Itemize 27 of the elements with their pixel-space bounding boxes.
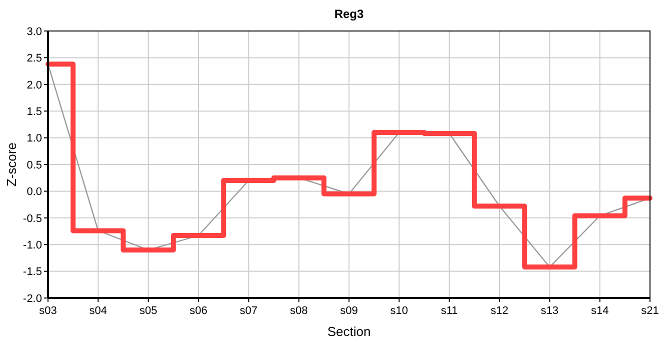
- y-axis-title: Z-score: [4, 142, 19, 187]
- x-tick-label: s04: [89, 305, 108, 317]
- x-tick-label: s05: [139, 305, 158, 317]
- y-tick-label: -0.5: [23, 212, 42, 225]
- y-tick-label: -1.5: [23, 266, 42, 278]
- y-tick-label: 1.0: [26, 132, 42, 145]
- x-tick-label: s11: [440, 305, 458, 317]
- x-tick-label: s03: [39, 305, 57, 317]
- x-tick-label: s14: [590, 305, 609, 317]
- y-tick-label: -1.0: [23, 239, 42, 252]
- x-tick-label: s07: [240, 305, 258, 317]
- y-tick-label: 3.0: [26, 26, 42, 38]
- x-axis-title: Section: [327, 324, 371, 339]
- x-tick-label: s13: [540, 305, 559, 317]
- x-tick-label: s08: [290, 305, 308, 317]
- chart-title: Reg3: [334, 7, 364, 21]
- x-tick-label: s09: [340, 305, 358, 317]
- y-tick-label: 2.0: [26, 79, 42, 92]
- x-tick-label: s06: [190, 305, 208, 317]
- y-tick-label: 2.5: [26, 52, 42, 65]
- y-tick-label: 0.5: [26, 159, 42, 172]
- y-tick-label: 1.5: [26, 106, 42, 118]
- x-tick-label: s12: [490, 305, 508, 317]
- x-tick-label: s21: [641, 305, 659, 317]
- y-tick-label: -2.0: [23, 292, 42, 305]
- x-tick-label: s10: [390, 305, 408, 317]
- y-tick-label: 0.0: [26, 186, 42, 198]
